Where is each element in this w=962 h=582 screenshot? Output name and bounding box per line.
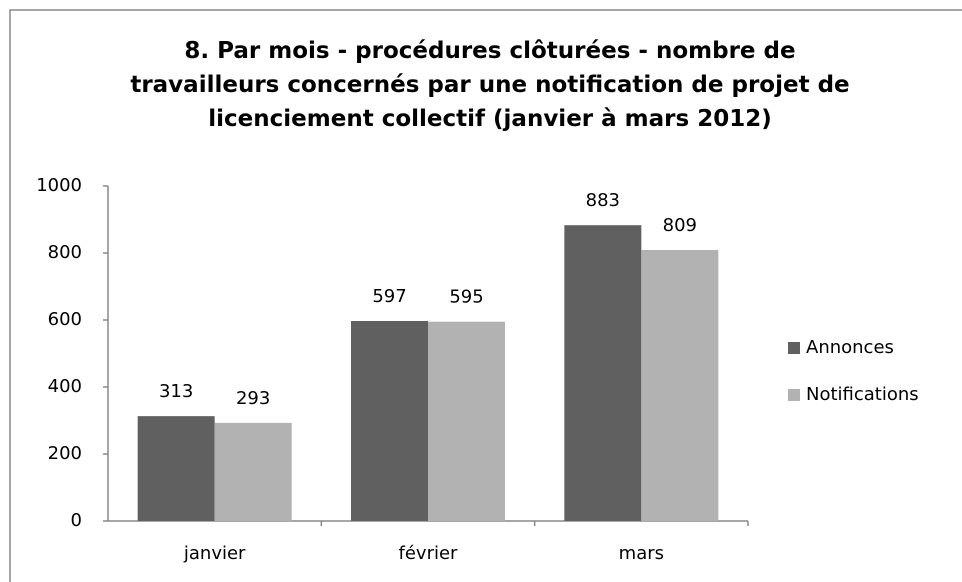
data-label: 809 bbox=[663, 215, 697, 236]
bar bbox=[564, 225, 642, 521]
bar bbox=[137, 416, 215, 521]
bar bbox=[428, 321, 505, 521]
y-tick-label: 200 bbox=[48, 443, 82, 464]
y-tick-label: 800 bbox=[48, 242, 82, 263]
y-tick-label: 600 bbox=[48, 309, 82, 330]
legend-swatch bbox=[788, 342, 800, 354]
y-tick-label: 1000 bbox=[36, 175, 82, 196]
x-tick-label: janvier bbox=[183, 543, 246, 564]
y-tick-label: 0 bbox=[71, 510, 82, 531]
bar bbox=[214, 422, 292, 521]
bar bbox=[351, 321, 428, 521]
legend-label: Annonces bbox=[806, 337, 894, 358]
y-tick-label: 400 bbox=[48, 376, 82, 397]
legend-label: Notifications bbox=[806, 384, 919, 405]
chart-title: 8. Par mois - procédures clôturées - nom… bbox=[130, 38, 850, 132]
chart-frame bbox=[9, 9, 962, 582]
data-label: 595 bbox=[449, 287, 483, 308]
data-label: 883 bbox=[586, 190, 620, 211]
x-tick-label: mars bbox=[619, 543, 664, 564]
data-label: 597 bbox=[372, 286, 406, 307]
legend-swatch bbox=[788, 389, 800, 401]
bar bbox=[641, 249, 719, 522]
x-tick-label: février bbox=[399, 543, 459, 564]
data-label: 293 bbox=[236, 388, 270, 409]
data-label: 313 bbox=[159, 381, 193, 402]
